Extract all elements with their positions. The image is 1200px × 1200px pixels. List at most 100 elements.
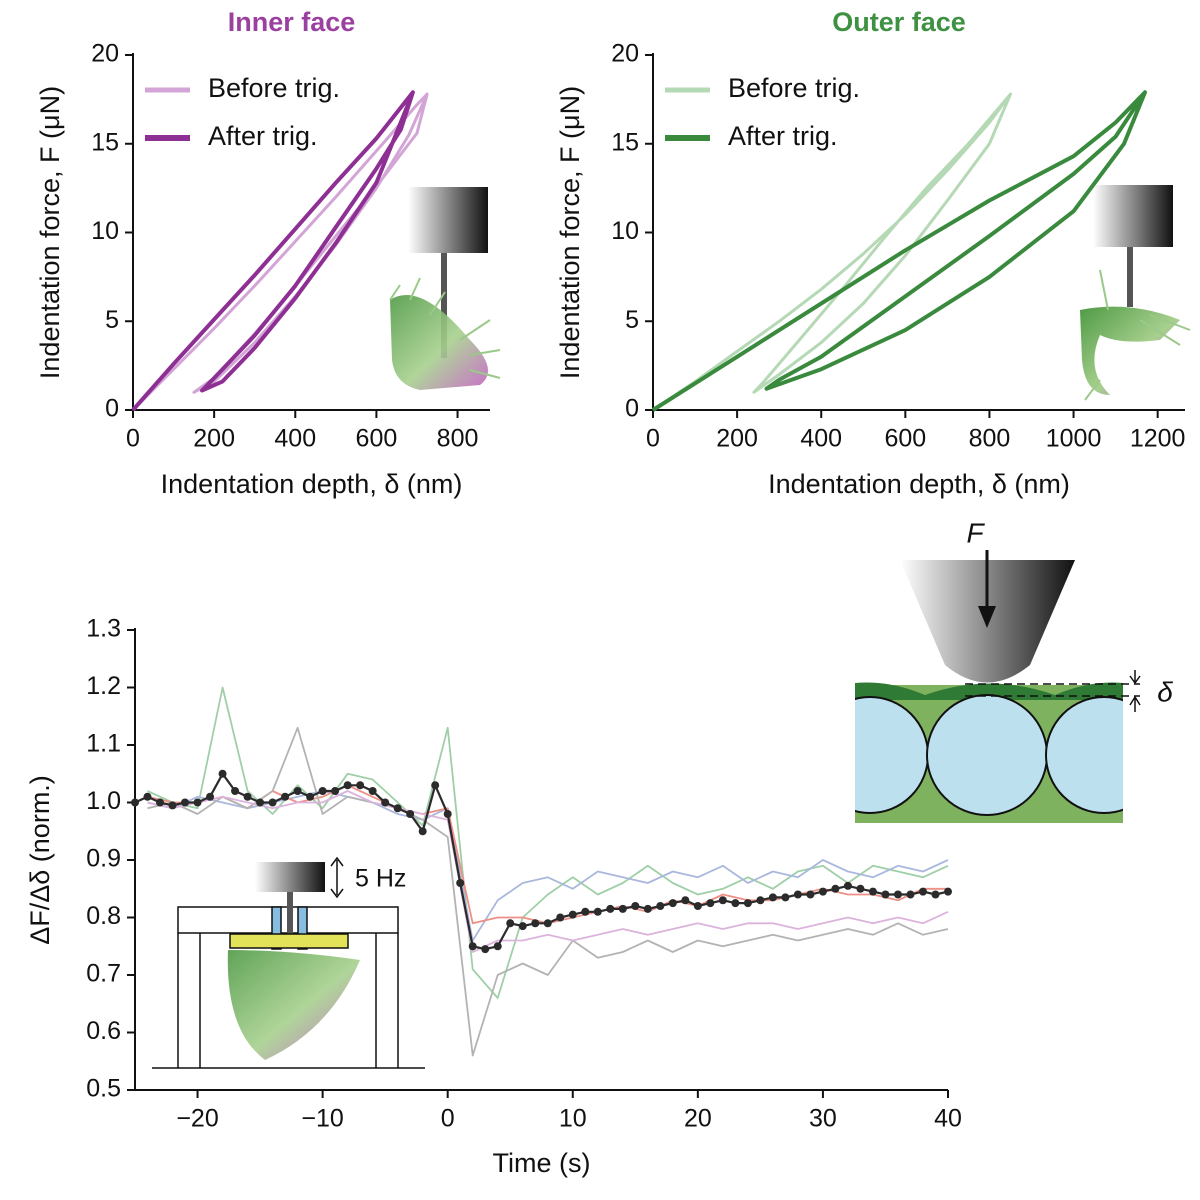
- data-point: [918, 887, 927, 896]
- data-point: [356, 781, 365, 790]
- series-line: [147, 726, 949, 1057]
- data-point: [868, 887, 877, 896]
- data-point: [518, 922, 527, 931]
- panel-title: Inner face: [228, 7, 356, 37]
- annotation: δ: [1157, 676, 1173, 707]
- x-tick-label: 200: [716, 425, 758, 453]
- data-point: [243, 792, 252, 801]
- data-point: [806, 890, 815, 899]
- data-point: [793, 890, 802, 899]
- inset-inner: [389, 187, 501, 390]
- x-tick-label: 200: [193, 425, 235, 453]
- x-tick-label: 10: [559, 1105, 587, 1133]
- y-tick-label: 5: [625, 306, 639, 334]
- x-tick-label: 400: [800, 425, 842, 453]
- data-point: [756, 896, 765, 905]
- data-point: [606, 904, 615, 913]
- inset-apparatus: [152, 856, 425, 1069]
- y-tick-label: 0.7: [86, 960, 121, 988]
- data-point: [893, 890, 902, 899]
- legend-label: Before trig.: [728, 73, 860, 103]
- x-axis-label: Indentation depth, δ (nm): [161, 469, 463, 499]
- series-line: [131, 90, 415, 412]
- data-point: [681, 896, 690, 905]
- y-tick-label: 0.8: [86, 902, 121, 930]
- y-tick-label: 20: [611, 40, 639, 68]
- data-point: [906, 890, 915, 899]
- y-tick-label: 0.5: [86, 1075, 121, 1103]
- annotation: F: [966, 517, 985, 548]
- data-point: [181, 798, 190, 807]
- data-point: [131, 798, 139, 807]
- data-point: [768, 893, 777, 902]
- data-point: [143, 792, 152, 801]
- data-point: [618, 904, 627, 913]
- data-point: [506, 919, 515, 928]
- x-tick-label: 40: [934, 1105, 962, 1133]
- data-point: [331, 787, 340, 795]
- legend-label: After trig.: [208, 121, 318, 151]
- data-point: [693, 902, 702, 910]
- data-point: [368, 787, 377, 795]
- data-point: [468, 942, 477, 951]
- x-tick-label: 0: [126, 425, 140, 453]
- data-point: [593, 907, 602, 916]
- x-tick-label: 30: [809, 1105, 837, 1133]
- data-point: [406, 810, 415, 818]
- y-tick-label: 1.0: [86, 787, 121, 815]
- data-point: [431, 781, 440, 790]
- data-point: [781, 893, 790, 902]
- data-point: [256, 798, 265, 807]
- data-point: [543, 919, 552, 928]
- data-point: [393, 804, 402, 813]
- y-axis-label: ΔF/Δδ (norm.): [25, 775, 55, 945]
- inset-cells: [800, 550, 1183, 830]
- data-point: [668, 899, 677, 908]
- y-tick-label: 0: [105, 395, 119, 423]
- data-point: [281, 792, 290, 801]
- data-point: [856, 884, 865, 893]
- data-point: [568, 910, 577, 919]
- y-tick-label: 20: [91, 40, 119, 68]
- data-point: [556, 913, 565, 922]
- data-point: [818, 887, 827, 896]
- data-point: [643, 904, 652, 913]
- inset-outer: [1080, 185, 1191, 401]
- data-point: [631, 902, 640, 910]
- x-tick-label: 1200: [1130, 425, 1186, 453]
- data-point: [731, 899, 740, 908]
- data-point: [843, 881, 852, 890]
- data-point: [743, 899, 752, 908]
- data-point: [443, 810, 452, 818]
- x-tick-label: 800: [437, 425, 479, 453]
- data-point: [656, 902, 665, 910]
- panel-title: Outer face: [832, 7, 966, 37]
- y-tick-label: 1.1: [86, 730, 121, 758]
- data-point: [268, 798, 277, 807]
- x-tick-label: 400: [274, 425, 316, 453]
- data-point: [218, 769, 227, 778]
- y-axis-label: Indentation force, F (μN): [555, 86, 585, 379]
- legend-label: Before trig.: [208, 73, 340, 103]
- y-tick-label: 0.9: [86, 845, 121, 873]
- series-line: [651, 90, 1147, 412]
- y-tick-label: 0.6: [86, 1017, 121, 1045]
- data-point: [581, 907, 590, 916]
- data-point: [493, 942, 502, 951]
- data-point: [881, 890, 890, 899]
- x-tick-label: 1000: [1046, 425, 1102, 453]
- y-tick-label: 10: [91, 217, 119, 245]
- data-point: [931, 890, 940, 899]
- y-tick-label: 15: [91, 128, 119, 156]
- x-tick-label: 20: [684, 1105, 712, 1133]
- x-tick-label: 0: [646, 425, 660, 453]
- data-point: [831, 884, 840, 893]
- x-axis-label: Indentation depth, δ (nm): [768, 469, 1070, 499]
- y-tick-label: 15: [611, 128, 639, 156]
- x-tick-label: −10: [301, 1105, 343, 1133]
- y-tick-label: 10: [611, 217, 639, 245]
- data-point: [418, 827, 427, 836]
- panel: 0.5 0.6 0.7 0.8 0.9 1.0 1.1 1.2 1.3 −20 −10 0 10 20 30…: [25, 615, 962, 1179]
